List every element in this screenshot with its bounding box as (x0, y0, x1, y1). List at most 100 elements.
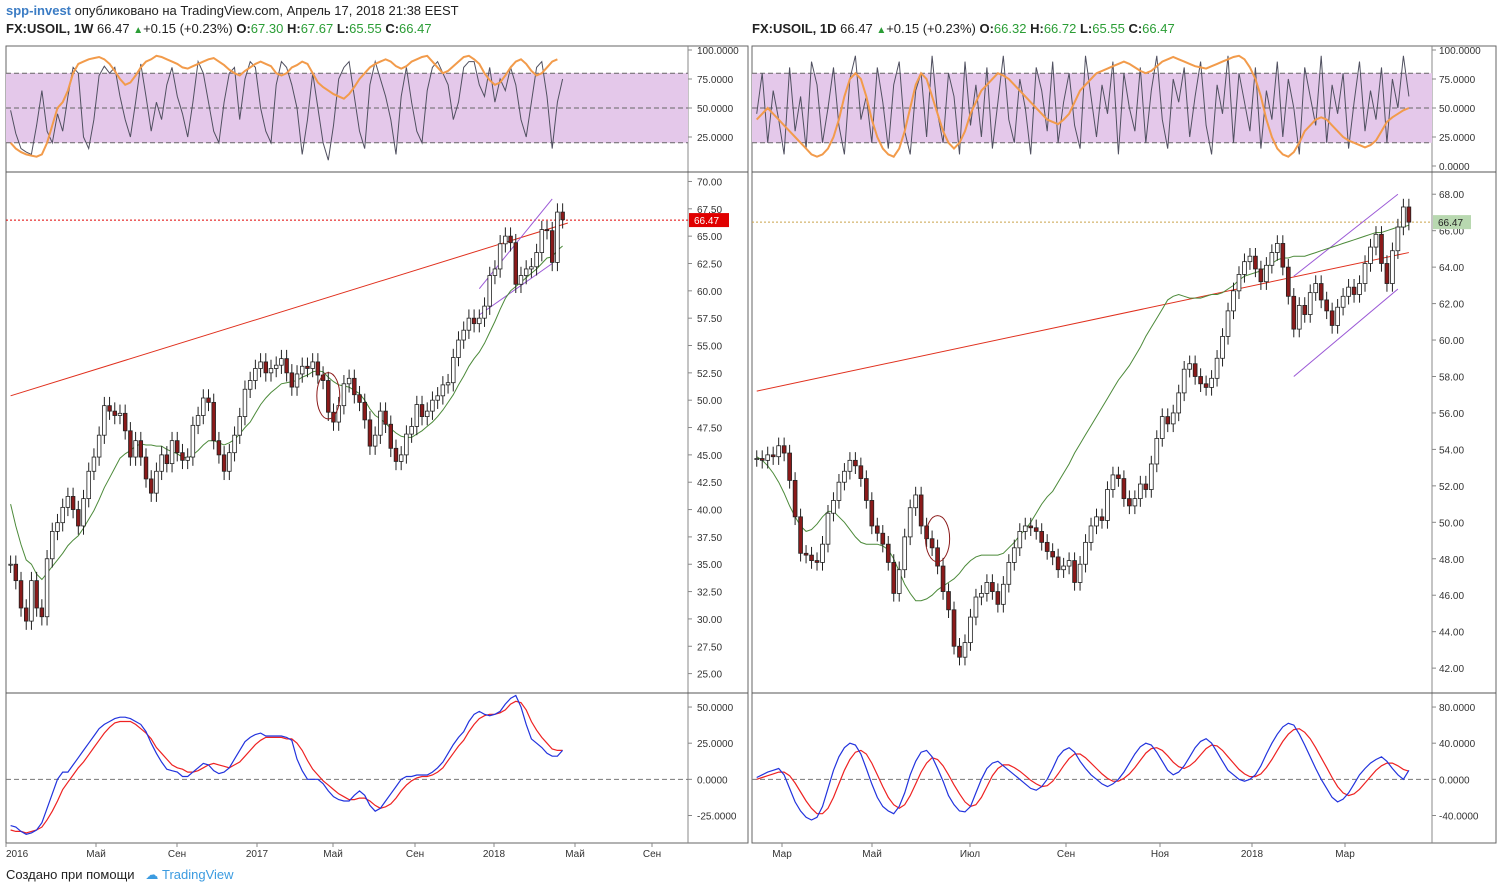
right-low: 65.55 (1092, 21, 1125, 36)
left-change: +0.15 (+0.23%) (143, 21, 233, 36)
candle (185, 456, 190, 461)
candle (1395, 226, 1401, 252)
price-axis-label: 54.00 (1439, 445, 1464, 456)
candle (1138, 483, 1143, 500)
candle (1291, 295, 1297, 330)
stoch-axis-label: 75.0000 (1439, 75, 1476, 86)
right-l-label: L: (1079, 21, 1093, 36)
candle (102, 405, 107, 436)
tradingview-brand[interactable]: TradingView (162, 867, 234, 882)
candle (770, 454, 776, 458)
time-axis-label: Мар (1335, 849, 1355, 860)
candle (935, 547, 940, 567)
price-axis-label: 37.50 (697, 533, 722, 544)
candle (885, 543, 891, 563)
price-axis-label: 58.00 (1439, 372, 1464, 383)
price-axis-label: 30.00 (697, 615, 722, 626)
candle (759, 458, 765, 461)
price-axis-label: 42.50 (697, 478, 722, 489)
price-axis-label: 46.00 (1439, 591, 1464, 602)
candle (1116, 474, 1121, 479)
candle (1088, 525, 1094, 543)
candle (792, 479, 798, 518)
panel-frame (5, 45, 749, 844)
candle (1159, 416, 1165, 439)
price-axis-label: 67.50 (697, 205, 722, 216)
price-axis-label: 47.50 (697, 424, 722, 435)
footer: Создано при помощи ☁ TradingView (6, 867, 234, 883)
candle (842, 470, 847, 483)
candle (1083, 541, 1088, 565)
candle (310, 361, 315, 369)
candle (70, 496, 76, 510)
price-axis-label: 57.50 (697, 314, 722, 325)
candle (847, 459, 853, 472)
candle (91, 456, 97, 472)
candle (984, 582, 990, 594)
highlight-ellipse (316, 372, 341, 420)
macd-axis-label: 40.0000 (1439, 739, 1476, 750)
candle (1280, 243, 1286, 268)
candle (451, 357, 456, 384)
candle (65, 496, 71, 508)
candle (1017, 531, 1023, 549)
candle (814, 560, 820, 563)
candle (902, 536, 908, 571)
candle (466, 317, 472, 331)
candle (990, 582, 995, 592)
candle (1220, 335, 1225, 359)
candle (940, 565, 946, 592)
candle (409, 426, 414, 435)
moving-average-line (756, 224, 1410, 602)
candle (29, 580, 34, 622)
candle (117, 412, 123, 416)
candle (1258, 268, 1264, 283)
candle (300, 365, 305, 375)
candle (529, 266, 534, 270)
time-axis-label: 2018 (1241, 849, 1264, 860)
price-axis-label: 55.00 (697, 342, 722, 353)
candle (1373, 233, 1379, 248)
moving-average-line (10, 245, 563, 581)
candle (258, 361, 263, 369)
candle (404, 433, 409, 456)
right-o-label: O: (979, 21, 994, 36)
candle (918, 494, 924, 527)
price-axis-label: 52.00 (1439, 482, 1464, 493)
time-axis-label: Сен (406, 849, 424, 860)
candle (896, 569, 902, 594)
candle (143, 456, 149, 480)
right-close: 66.47 (1142, 21, 1175, 36)
macd-axis-label: 80.0000 (1439, 703, 1476, 714)
candle (414, 404, 420, 427)
candle (13, 563, 19, 582)
left-low: 65.55 (349, 21, 382, 36)
candle (341, 383, 347, 407)
price-axis-label: 50.00 (1439, 518, 1464, 529)
last-price-label: 66.47 (1438, 218, 1463, 229)
candle (76, 509, 81, 527)
candle (279, 358, 284, 366)
right-open: 66.32 (993, 21, 1027, 36)
author-name[interactable]: spp-invest (6, 3, 72, 18)
channel-line (1293, 288, 1399, 377)
candle (352, 377, 357, 396)
candle (1132, 498, 1138, 507)
candle (44, 558, 50, 618)
candle (492, 268, 498, 276)
price-axis-label: 32.50 (697, 588, 722, 599)
candle (419, 404, 425, 417)
stoch-slow-line (755, 54, 1410, 158)
candle (1055, 556, 1061, 571)
candle (787, 452, 792, 481)
left-h-label: H: (286, 21, 301, 36)
price-axis-label: 45.00 (697, 451, 722, 462)
candle (853, 459, 858, 467)
candle (1225, 310, 1231, 337)
candle (237, 416, 242, 436)
candle (973, 596, 979, 618)
macd-axis-label: 25.0000 (697, 739, 734, 750)
time-axis-label: Май (323, 849, 343, 860)
right-symbol-info: FX:USOIL, 1D 66.47 ▲+0.15 (+0.23%) O:66.… (752, 21, 1175, 36)
